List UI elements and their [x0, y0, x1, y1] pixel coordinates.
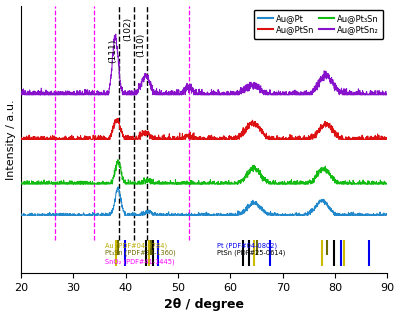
Text: Au (PDF#04-0784): Au (PDF#04-0784)	[105, 243, 167, 249]
Y-axis label: Intensity / a.u.: Intensity / a.u.	[6, 99, 16, 180]
X-axis label: 2θ / degree: 2θ / degree	[164, 298, 244, 311]
Text: SnO₂ (PDF#41-1445): SnO₂ (PDF#41-1445)	[105, 258, 174, 265]
Text: (102): (102)	[123, 17, 132, 41]
Text: PtSn (PDF#25-0614): PtSn (PDF#25-0614)	[217, 250, 286, 256]
Text: (111): (111)	[109, 39, 118, 63]
Text: Pt₃Sn (PDF#35-1360): Pt₃Sn (PDF#35-1360)	[105, 250, 176, 256]
Text: Pt (PDF#04-0802): Pt (PDF#04-0802)	[217, 243, 278, 249]
Text: (110): (110)	[136, 32, 145, 56]
Legend: Au@Pt, Au@PtSn, Au@Pt₃Sn, Au@PtSn₂: Au@Pt, Au@PtSn, Au@Pt₃Sn, Au@PtSn₂	[254, 10, 383, 39]
